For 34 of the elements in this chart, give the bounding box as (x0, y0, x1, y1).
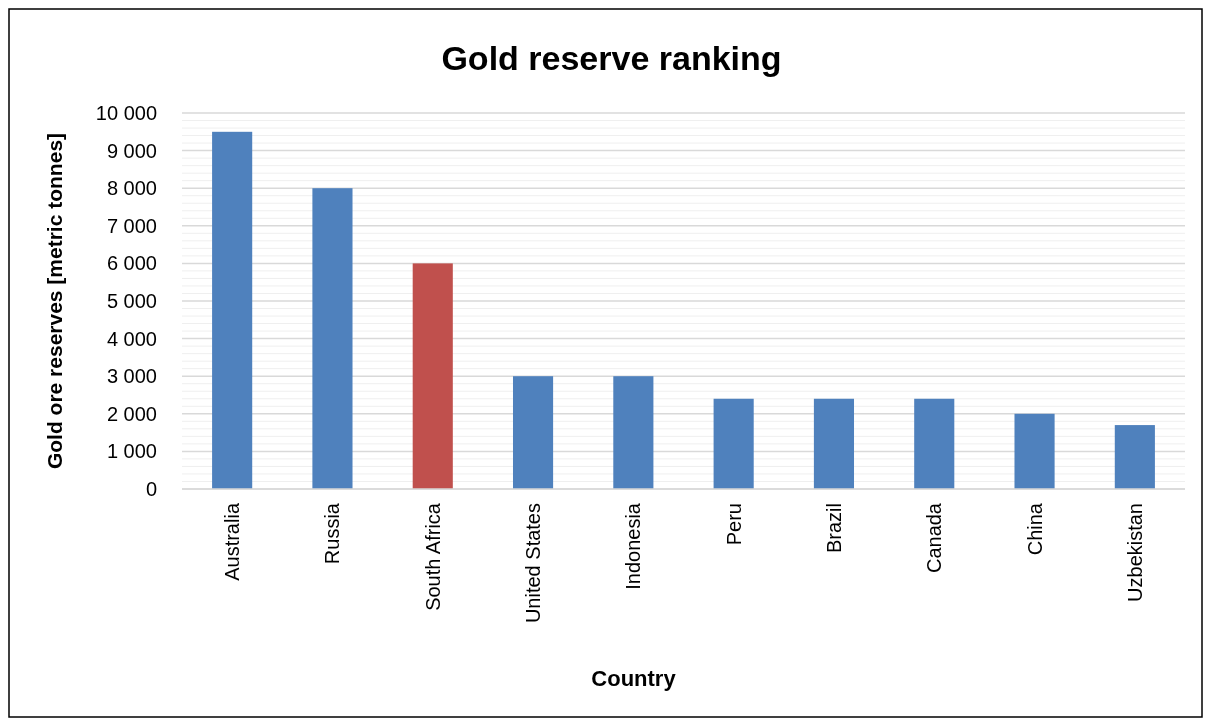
bar (613, 376, 654, 489)
x-tick-label: Canada (923, 502, 946, 574)
bar (1014, 413, 1055, 489)
x-tick-label: Indonesia (622, 502, 645, 590)
x-tick-label: Peru (722, 503, 745, 546)
chart-title: Gold reserve ranking (441, 39, 782, 77)
x-tick-label: China (1023, 502, 1046, 556)
y-axis-title: Gold ore reserves [metric tonnes] (43, 132, 66, 470)
x-tick-label: Australia (221, 502, 244, 581)
bar (914, 398, 955, 489)
y-tick-label: 1 000 (106, 440, 157, 463)
y-tick-label: 9 000 (106, 139, 157, 162)
y-tick-label: 6 000 (106, 252, 157, 275)
y-tick-label: 8 000 (106, 177, 157, 200)
y-tick-label: 4 000 (106, 327, 157, 350)
bar (813, 398, 855, 489)
y-tick-label: 0 (145, 478, 157, 500)
x-axis-title: Country (591, 666, 677, 691)
bar (412, 263, 453, 489)
bar (312, 188, 353, 489)
y-tick-label: 3 000 (106, 365, 157, 388)
bar (512, 376, 554, 489)
y-tick-label: 7 000 (106, 214, 157, 237)
y-tick-label: 2 000 (106, 402, 157, 425)
x-tick-label: United States (522, 503, 545, 624)
y-tick-label: 5 000 (106, 290, 157, 312)
x-tick-label: Uzbekistan (1123, 503, 1146, 602)
y-tick-label: 10 000 (95, 102, 157, 124)
bar (212, 131, 253, 489)
x-tick-label: South Africa (421, 502, 444, 611)
bar (1114, 425, 1155, 489)
x-tick-label: Russia (321, 502, 344, 565)
x-tick-label: Brazil (822, 503, 845, 554)
bar (713, 398, 754, 489)
